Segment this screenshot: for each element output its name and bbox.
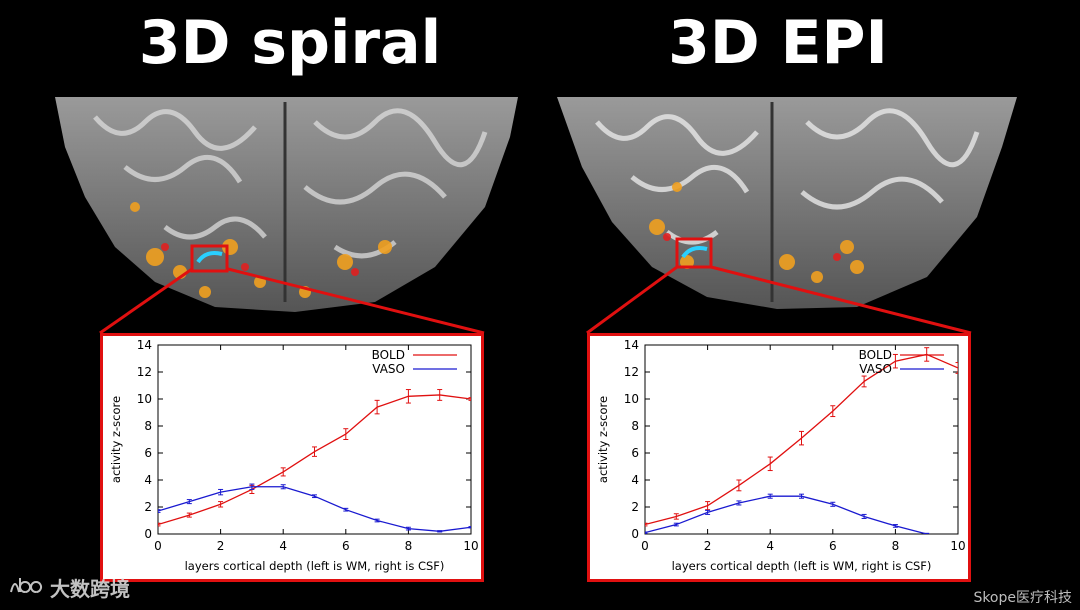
- y-tick-label: 4: [631, 473, 639, 487]
- panel-title-right: 3D EPI: [668, 8, 888, 78]
- y-axis-label: activity z-score: [596, 396, 610, 483]
- y-tick-label: 8: [144, 419, 152, 433]
- y-tick-label: 6: [631, 446, 639, 460]
- plot-frame: [157, 344, 472, 535]
- y-tick-label: 12: [624, 365, 639, 379]
- x-tick-label: 10: [463, 539, 478, 553]
- y-tick-label: 14: [624, 338, 639, 352]
- watermark-left: 大数跨境: [8, 573, 130, 602]
- y-tick-label: 12: [137, 365, 152, 379]
- x-tick-label: 8: [892, 539, 900, 553]
- y-tick-label: 6: [144, 446, 152, 460]
- legend-label: VASO: [372, 362, 405, 376]
- brain-slice-image-left: [55, 97, 518, 312]
- x-tick-label: 2: [704, 539, 712, 553]
- watermark-left-text: 大数跨境: [50, 577, 130, 601]
- x-tick-label: 4: [279, 539, 287, 553]
- legend-label: BOLD: [372, 348, 405, 362]
- x-tick-label: 10: [950, 539, 965, 553]
- line-chart-left: 0 2 4 6 8 10 12 14 0 2 4 6 8 10 layers cortical depth …: [109, 338, 479, 573]
- y-axis-label: activity z-score: [109, 396, 123, 483]
- legend-label: BOLD: [859, 348, 892, 362]
- x-axis-label: layers cortical depth (left is WM, right…: [672, 559, 932, 573]
- y-tick-label: 10: [624, 392, 639, 406]
- y-tick-label: 0: [144, 527, 152, 541]
- panel-title-left: 3D spiral: [138, 8, 442, 78]
- x-tick-label: 2: [217, 539, 225, 553]
- watermark-right: Skope医疗科技: [973, 590, 1072, 606]
- x-tick-label: 8: [405, 539, 413, 553]
- series-vaso: [158, 483, 471, 533]
- y-tick-label: 14: [137, 338, 152, 352]
- series-line-bold: [158, 394, 471, 526]
- y-tick-label: 2: [631, 500, 639, 514]
- chart-panel-right: 0 2 4 6 8 10 12 14 0 2 4 6 8 10 layers cortical depth …: [587, 333, 971, 582]
- x-tick-label: 0: [641, 539, 649, 553]
- brain-slice-image-right: [557, 97, 1017, 309]
- x-tick-label: 0: [154, 539, 162, 553]
- y-tick-label: 2: [144, 500, 152, 514]
- series-bold: [158, 389, 471, 527]
- watermark-logo-icon: [8, 574, 44, 601]
- line-chart-right: 0 2 4 6 8 10 12 14 0 2 4 6 8 10 layers cortical depth …: [596, 338, 966, 573]
- chart-panel-left: 0 2 4 6 8 10 12 14 0 2 4 6 8 10 layers cortical depth …: [100, 333, 484, 582]
- y-tick-label: 8: [631, 419, 639, 433]
- plot-frame: [644, 344, 959, 535]
- y-tick-label: 4: [144, 473, 152, 487]
- legend-label: VASO: [859, 362, 892, 376]
- series-line-vaso: [645, 495, 931, 534]
- y-tick-label: 10: [137, 392, 152, 406]
- x-tick-label: 6: [829, 539, 837, 553]
- series-vaso: [645, 493, 931, 534]
- series-bold: [645, 347, 958, 527]
- x-tick-label: 4: [766, 539, 774, 553]
- x-axis-label: layers cortical depth (left is WM, right…: [185, 559, 445, 573]
- y-tick-label: 0: [631, 527, 639, 541]
- x-tick-label: 6: [342, 539, 350, 553]
